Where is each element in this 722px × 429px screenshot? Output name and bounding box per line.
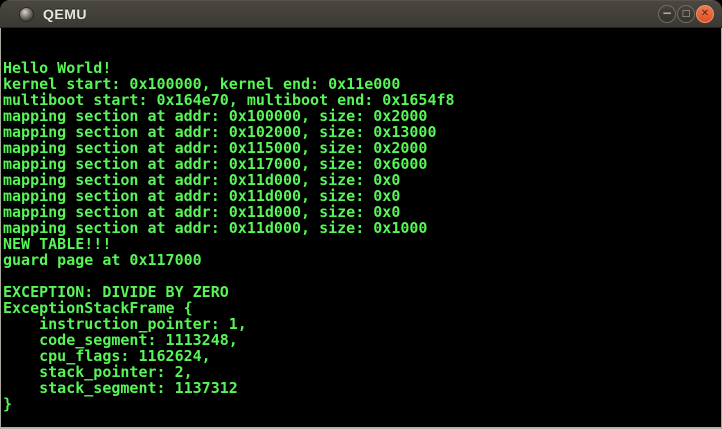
close-icon: ✕ bbox=[700, 8, 710, 19]
window-controls: − □ ✕ bbox=[658, 5, 714, 23]
minimize-icon: − bbox=[661, 6, 673, 20]
terminal-screen[interactable]: Hello World! kernel start: 0x100000, ker… bbox=[0, 28, 722, 427]
window-title: QEMU bbox=[43, 6, 87, 22]
maximize-button[interactable]: □ bbox=[677, 5, 695, 23]
minimize-button[interactable]: − bbox=[658, 5, 676, 23]
qemu-window-icon bbox=[19, 6, 34, 22]
terminal-output: Hello World! kernel start: 0x100000, ker… bbox=[3, 59, 455, 413]
close-button[interactable]: ✕ bbox=[696, 5, 714, 23]
titlebar[interactable]: QEMU − □ ✕ bbox=[0, 0, 722, 28]
window-bottom-border bbox=[0, 427, 722, 429]
maximize-icon: □ bbox=[681, 8, 691, 19]
